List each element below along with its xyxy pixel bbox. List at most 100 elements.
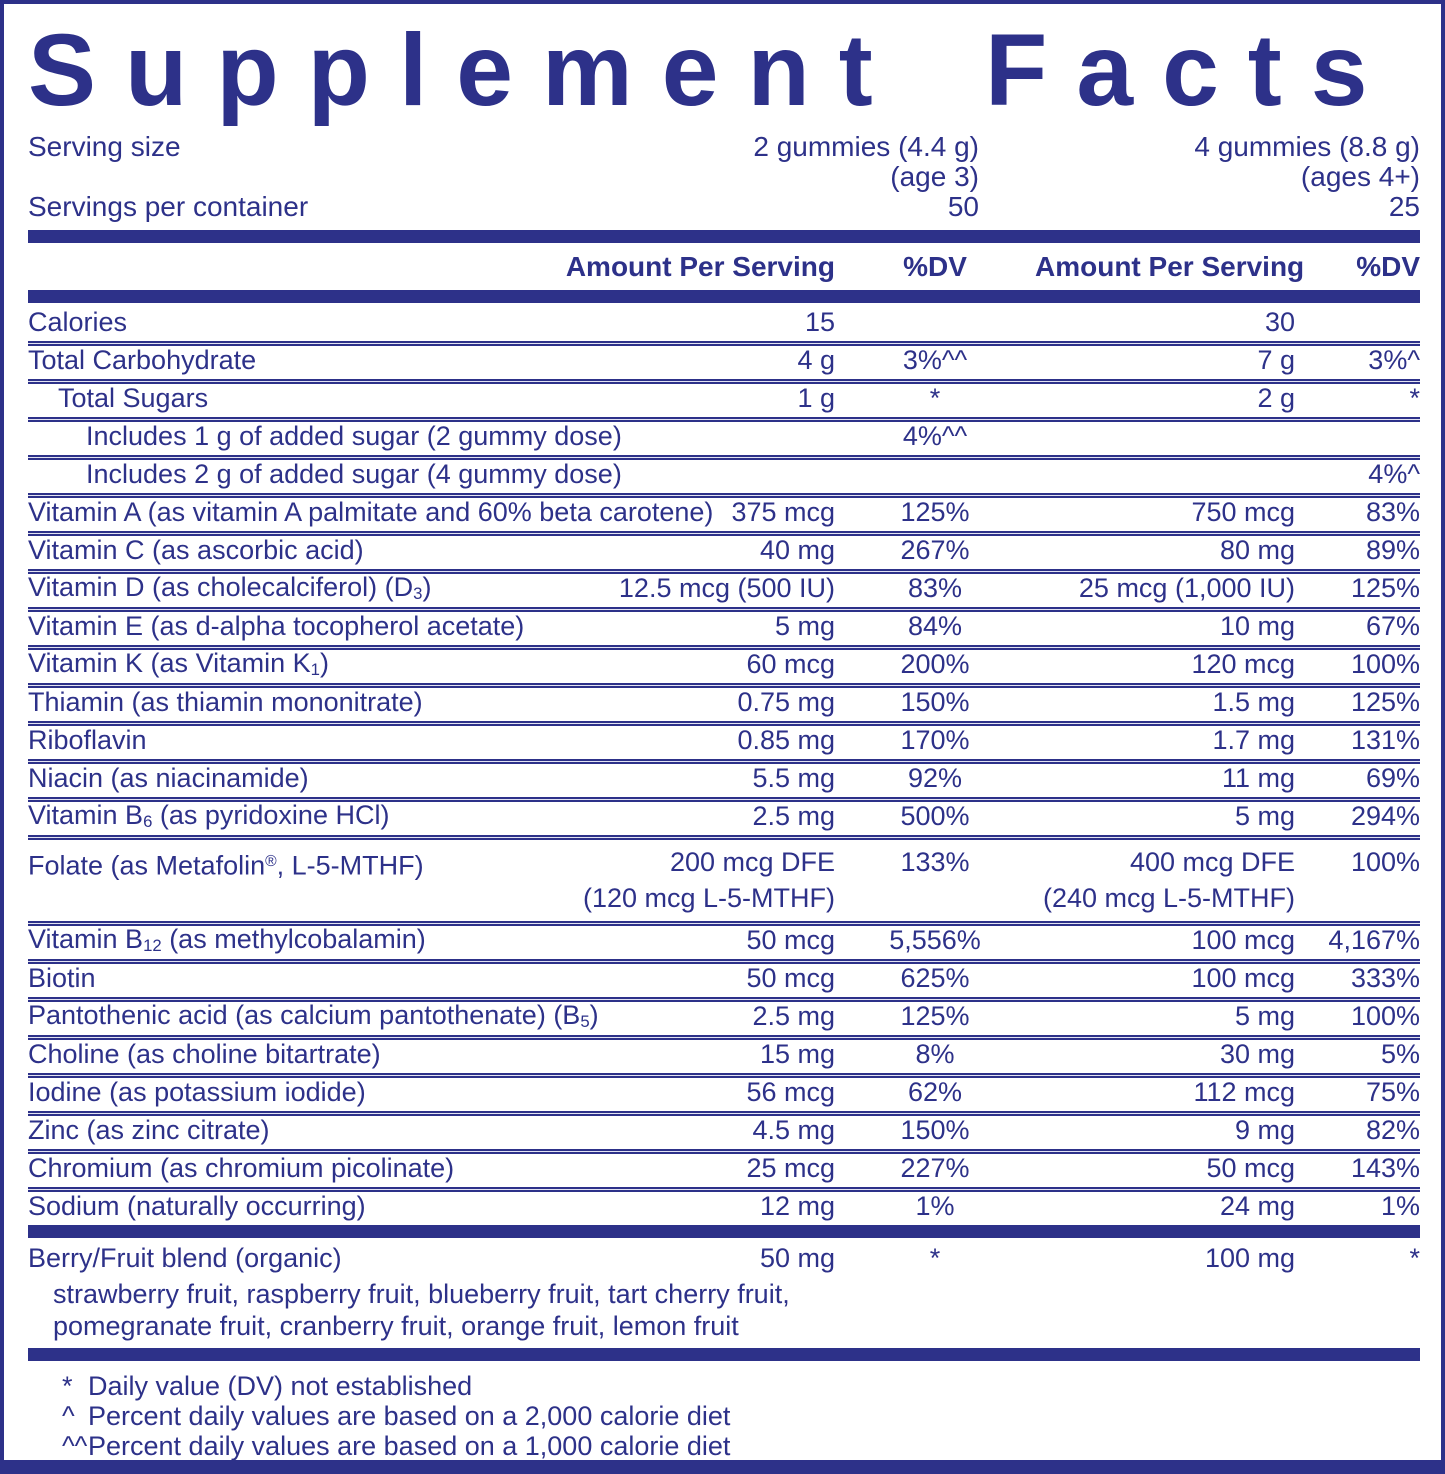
percent-dv-2: 89% (1365, 534, 1420, 565)
percent-dv-2: 1% (1380, 1190, 1420, 1221)
row-folate: Folate (as Metafolin®, L-5-MTHF) 200 mcg… (28, 835, 1420, 921)
amount-per-serving-2: 24 mg (1219, 1190, 1295, 1221)
row-added-sugar-2-gummy: Includes 1 g of added sugar (2 gummy dos… (28, 417, 1420, 455)
amount-per-serving-1: 2.5 mg (752, 1000, 835, 1031)
percent-dv-1: 267% (900, 534, 970, 565)
percent-dv-2: 143% (1350, 1152, 1420, 1183)
row-vitamin-b12: Vitamin B12 (as methylcobalamin) 50 mcg … (28, 921, 1420, 959)
amount-per-serving-1: 40 mg (759, 534, 835, 565)
column-header-amount-2: Amount Per Serving (1035, 250, 1305, 282)
amount-per-serving-1: 50 mcg (746, 962, 835, 993)
row-vitamin-e: Vitamin E (as d-alpha tocopherol acetate… (28, 607, 1420, 645)
amount-per-serving-1: 50 mcg (746, 924, 835, 955)
panel-title: Supplement Facts (28, 13, 1397, 127)
nutrient-name: Zinc (as zinc citrate) (28, 1114, 270, 1145)
nutrient-name: Thiamin (as thiamin mononitrate) (28, 686, 423, 717)
percent-dv-2: 67% (1365, 610, 1420, 641)
blend-name: Berry/Fruit blend (organic) (28, 1242, 342, 1273)
amount-per-serving-2: 9 mg (1234, 1114, 1295, 1145)
percent-dv-2: 100% (1350, 1000, 1420, 1031)
divider-bar-top (28, 230, 1420, 244)
amount-per-serving-2: 5 mg (1234, 1000, 1295, 1031)
amount-per-serving-2: 11 mg (1221, 762, 1295, 793)
row-vitamin-c: Vitamin C (as ascorbic acid) 40 mg 267% … (28, 531, 1420, 569)
row-thiamin: Thiamin (as thiamin mononitrate) 0.75 mg… (28, 683, 1420, 721)
row-niacin: Niacin (as niacinamide) 5.5 mg 92% 11 mg… (28, 759, 1420, 797)
percent-dv-1: * (929, 1242, 941, 1273)
row-choline: Choline (as choline bitartrate) 15 mg 8%… (28, 1035, 1420, 1073)
nutrient-name: Sodium (naturally occurring) (28, 1190, 366, 1221)
amount-per-serving-1: 0.75 mg (737, 686, 835, 717)
row-berry-fruit-blend: Berry/Fruit blend (organic) 50 mg * 100 … (28, 1238, 1420, 1278)
nutrient-name: Includes 2 g of added sugar (4 gummy dos… (86, 458, 622, 489)
footnote-2000-calorie: ^ Percent daily values are based on a 2,… (28, 1401, 1420, 1431)
percent-dv-1: 1% (915, 1190, 955, 1221)
percent-dv-1: 500% (900, 800, 970, 831)
percent-dv-1: 5,556% (889, 924, 981, 955)
amount-per-serving-1: 56 mcg (746, 1076, 835, 1107)
nutrient-name: Total Carbohydrate (28, 344, 257, 375)
percent-dv-1: 84% (907, 610, 963, 641)
divider-bar-header (28, 290, 1420, 304)
percent-dv-2: 131% (1350, 724, 1420, 755)
amount-per-serving-2: 400 mcg DFE (240 mcg L-5-MTHF) (1042, 847, 1295, 914)
servings-count-dose1: 50 (947, 191, 979, 223)
amount-per-serving-2: 112 mcg (1193, 1076, 1295, 1107)
footnotes: * Daily value (DV) not established ^ Per… (28, 1371, 1420, 1462)
amount-per-serving-2: 1.7 mg (1212, 724, 1295, 755)
nutrient-name: Pantothenic acid (as calcium pantothenat… (28, 1000, 599, 1032)
footnote-dv-not-established: * Daily value (DV) not established (28, 1371, 1420, 1401)
percent-dv-1: 170% (900, 724, 970, 755)
footnote-text: Percent daily values are based on a 1,00… (88, 1431, 731, 1462)
servings-count-dose2: 25 (1388, 191, 1420, 223)
serving-size-dose1: 2 gummies (4.4 g) (753, 131, 979, 163)
amount-per-serving-2: 5 mg (1234, 800, 1295, 831)
amount-per-serving-1: 200 mcg DFE (120 mcg L-5-MTHF) (582, 847, 835, 914)
amount-per-serving-1: 2.5 mg (752, 800, 835, 831)
percent-dv-2: 100% (1350, 648, 1420, 679)
amount-per-serving-1: 25 mcg (746, 1152, 835, 1183)
amount-per-serving-2: 750 mcg (1191, 496, 1295, 527)
blend-ingredients-line-1: strawberry fruit, raspberry fruit, blueb… (53, 1279, 790, 1310)
percent-dv-1: 227% (900, 1152, 970, 1183)
amount-per-serving-2: 100 mcg (1191, 924, 1295, 955)
row-vitamin-b6: Vitamin B6 (as pyridoxine HCl) 2.5 mg 50… (28, 797, 1420, 835)
row-added-sugar-4-gummy: Includes 2 g of added sugar (4 gummy dos… (28, 455, 1420, 493)
amount-per-serving-2: 120 mcg (1191, 648, 1295, 679)
percent-dv-1: 92% (907, 762, 963, 793)
amount-per-serving-1: 15 mg (759, 1038, 835, 1069)
amount-per-serving-1: 375 mcg (731, 496, 835, 527)
percent-dv-2: * (1409, 382, 1420, 413)
row-vitamin-a: Vitamin A (as vitamin A palmitate and 60… (28, 493, 1420, 531)
row-zinc: Zinc (as zinc citrate) 4.5 mg 150% 9 mg … (28, 1111, 1420, 1149)
row-vitamin-d: Vitamin D (as cholecalciferol) (D3) 12.5… (28, 569, 1420, 607)
percent-dv-2: 5% (1380, 1038, 1420, 1069)
nutrient-name: Vitamin D (as cholecalciferol) (D3) (28, 572, 432, 604)
amount-per-serving-2: 30 mg (1219, 1038, 1295, 1069)
column-header-dv-2: %DV (1356, 250, 1420, 282)
nutrient-name: Folate (as Metafolin®, L-5-MTHF) (28, 850, 424, 881)
percent-dv-1: 125% (900, 1000, 970, 1031)
amount-per-serving-1: 12 mg (759, 1190, 835, 1221)
amount-per-serving-2: 7 g (1257, 344, 1295, 375)
percent-dv-2: 82% (1365, 1114, 1420, 1145)
percent-dv-1: 125% (900, 496, 970, 527)
row-iodine: Iodine (as potassium iodide) 56 mcg 62% … (28, 1073, 1420, 1111)
amount-per-serving-2: 80 mg (1219, 534, 1295, 565)
percent-dv-1: 200% (900, 648, 970, 679)
nutrient-name: Iodine (as potassium iodide) (28, 1076, 366, 1107)
serving-age-dose2: (ages 4+) (1300, 161, 1420, 193)
serving-size-row: Serving size 2 gummies (4.4 g) 4 gummies… (28, 132, 1420, 162)
blend-ingredients-line-2: pomegranate fruit, cranberry fruit, oran… (53, 1311, 739, 1342)
percent-dv-1: 4%^^ (902, 420, 968, 451)
serving-age-row: (age 3) (ages 4+) (28, 162, 1420, 192)
amount-per-serving-2: 30 (1264, 306, 1295, 337)
footnote-text: Daily value (DV) not established (88, 1371, 473, 1402)
divider-bar-footnotes (28, 1348, 1420, 1362)
footnote-text: Percent daily values are based on a 2,00… (88, 1401, 731, 1432)
amount-per-serving-1: 4.5 mg (752, 1114, 835, 1145)
amount-per-serving-1: 4 g (797, 344, 835, 375)
nutrient-name: Total Sugars (58, 382, 209, 413)
nutrient-table: Calories 15 30 Total Carbohydrate 4 g 3%… (28, 303, 1420, 1225)
